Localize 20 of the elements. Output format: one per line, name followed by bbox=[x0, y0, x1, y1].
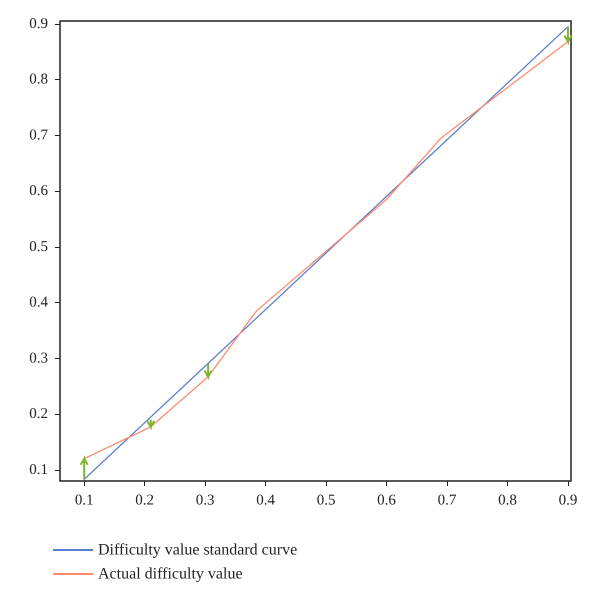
y-tick-label: 0.2 bbox=[29, 406, 48, 422]
legend-label: Actual difficulty value bbox=[98, 566, 243, 582]
y-tick-label: 0.7 bbox=[29, 127, 48, 144]
x-tick-label: 0.4 bbox=[256, 492, 276, 508]
x-tick-label: 0.5 bbox=[316, 492, 336, 508]
legend-label: Difficulty value standard curve bbox=[98, 542, 298, 558]
y-tick-label: 0.3 bbox=[29, 350, 48, 366]
x-tick-label: 0.9 bbox=[558, 492, 578, 508]
y-tick-label: 0.8 bbox=[29, 72, 48, 88]
y-tick-label: 0.9 bbox=[29, 16, 48, 32]
y-tick-label: 0.5 bbox=[29, 238, 48, 255]
x-tick-label: 0.8 bbox=[498, 492, 517, 508]
x-tick-label: 0.3 bbox=[196, 492, 215, 508]
x-tick-label: 0.6 bbox=[377, 492, 396, 508]
x-tick-label: 0.7 bbox=[438, 492, 457, 508]
y-tick-label: 0.6 bbox=[29, 183, 48, 200]
x-tick-label: 0.2 bbox=[135, 492, 154, 508]
y-tick-label: 0.4 bbox=[29, 294, 48, 311]
x-tick-label: 0.1 bbox=[74, 492, 94, 508]
y-tick-label: 0.1 bbox=[29, 462, 48, 478]
